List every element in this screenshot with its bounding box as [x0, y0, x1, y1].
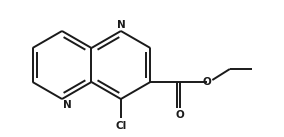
Text: N: N	[116, 19, 125, 29]
Text: O: O	[176, 109, 185, 119]
Text: N: N	[63, 101, 72, 111]
Text: Cl: Cl	[115, 121, 126, 131]
Text: O: O	[203, 77, 212, 87]
